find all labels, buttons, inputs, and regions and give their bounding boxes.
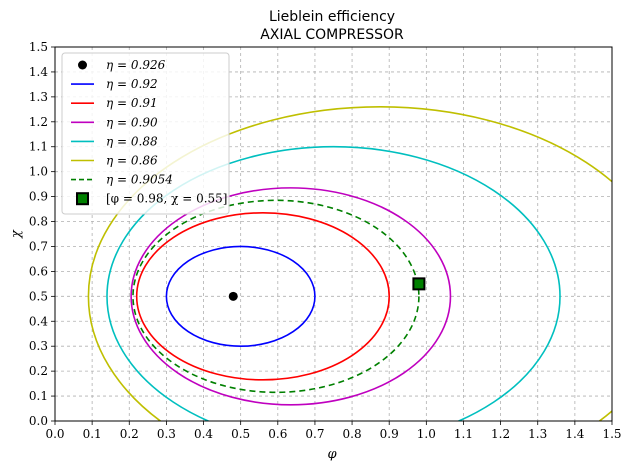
y-tick-label: 0.4 (29, 314, 48, 328)
y-tick-label: 1.2 (29, 115, 48, 129)
x-tick-label: 1.4 (565, 427, 584, 441)
legend-design-marker (76, 192, 89, 206)
series-curve-4 (87, 106, 612, 421)
x-tick-label: 0.9 (380, 427, 399, 441)
x-tick-label: 0.5 (231, 427, 250, 441)
legend-series-label-2: η = 0.90 (106, 115, 158, 129)
series-curve-3 (106, 145, 561, 421)
x-tick-label: 1.1 (454, 427, 473, 441)
markers (228, 277, 426, 301)
legend-optimum-marker (78, 60, 87, 70)
y-tick-label: 1.3 (29, 90, 48, 104)
y-tick-label: 0.6 (29, 264, 48, 278)
x-axis-label: φ (327, 447, 337, 462)
x-tick-label: 0.3 (157, 427, 176, 441)
y-tick-label: 0.0 (29, 414, 48, 428)
y-tick-label: 1.0 (29, 165, 48, 179)
design-point (412, 277, 426, 291)
legend-box (61, 52, 230, 215)
series-curve-5 (132, 199, 420, 394)
contour-curves (87, 106, 612, 421)
legend: η = 0.926 η = 0.92 η = 0.91 η = 0.90 η = 0.8… (61, 52, 230, 215)
y-tick-label: 1.1 (29, 140, 48, 154)
y-tick-label: 0.1 (29, 389, 48, 403)
x-tick-label: 0.2 (120, 427, 139, 441)
legend-design-label: [φ = 0.98, χ = 0.55] (106, 192, 227, 206)
x-tick-label: 0.8 (343, 427, 362, 441)
y-axis-label: χ (9, 229, 24, 239)
y-tick-label: 0.7 (29, 239, 48, 253)
optimum-point (228, 291, 238, 301)
x-tick-label: 1.0 (417, 427, 436, 441)
x-tick-label: 1.2 (491, 427, 510, 441)
series-curve-1 (135, 212, 390, 381)
x-tick-label: 0.1 (83, 427, 102, 441)
y-tick-label: 0.9 (29, 190, 48, 204)
legend-series-label-4: η = 0.86 (106, 154, 158, 168)
x-tick-label: 1.3 (528, 427, 547, 441)
legend-series-label-0: η = 0.92 (106, 77, 158, 91)
legend-optimum-label: η = 0.926 (106, 58, 166, 72)
series-curve-2 (130, 187, 452, 406)
x-tick-label: 0.4 (194, 427, 213, 441)
axis-ticks: 0.0 0.1 0.2 0.3 0.4 0.5 0.6 0.7 0.8 0.9 1.0 1.1 1.2 1… (29, 40, 622, 441)
chart-subtitle: AXIAL COMPRESSOR (260, 27, 404, 43)
y-tick-label: 1.4 (29, 65, 48, 79)
legend-series-label-1: η = 0.91 (106, 96, 158, 110)
x-tick-label: 0.6 (268, 427, 287, 441)
y-tick-label: 1.5 (29, 40, 48, 54)
x-tick-label: 0.0 (45, 427, 64, 441)
y-tick-label: 0.5 (29, 289, 48, 303)
y-tick-label: 0.2 (29, 364, 48, 378)
legend-series-label-3: η = 0.88 (106, 134, 158, 148)
x-tick-label: 0.7 (305, 427, 324, 441)
chart-title: Lieblein efficiency (269, 9, 395, 25)
x-tick-label: 1.5 (602, 427, 621, 441)
plot-frame (54, 46, 613, 422)
series-curve-0 (165, 245, 316, 348)
y-tick-label: 0.3 (29, 339, 48, 353)
legend-series-label-5: η = 0.9054 (106, 173, 173, 187)
y-tick-label: 0.8 (29, 215, 48, 229)
